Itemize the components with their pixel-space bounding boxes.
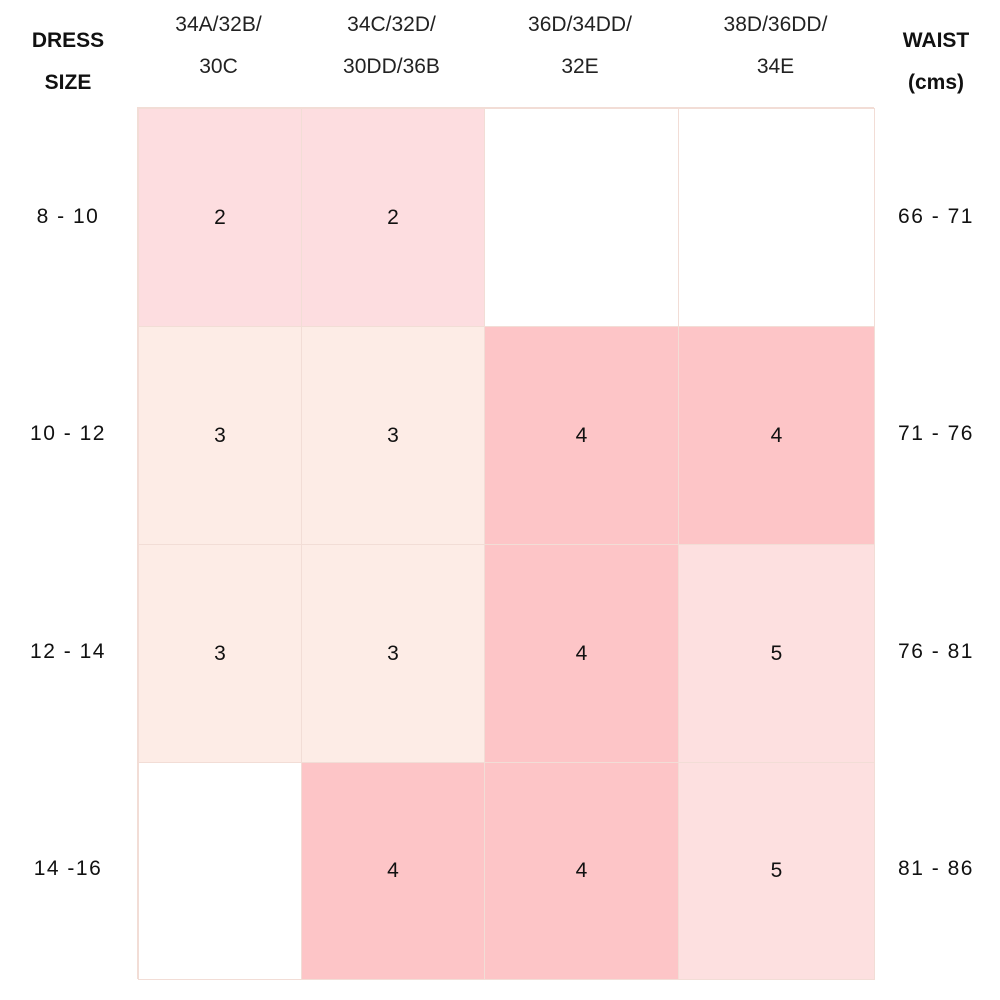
- size-cell: 2: [301, 108, 485, 327]
- size-cell: 3: [138, 326, 302, 545]
- size-cell: 4: [484, 326, 679, 545]
- column-header-2: 34C/32D/ 30DD/36B: [343, 13, 440, 78]
- size-cell: 4: [301, 762, 485, 980]
- column-header-4: 38D/36DD/ 34E: [723, 13, 828, 78]
- size-cell: 4: [678, 326, 875, 545]
- size-grid: 2 2 3 3 4 4 3 3 4 5 4 4 5: [137, 107, 875, 980]
- size-cell: 3: [301, 326, 485, 545]
- size-cell: [678, 108, 875, 327]
- size-cell: 5: [678, 544, 875, 763]
- size-cell: 4: [484, 762, 679, 980]
- dress-size-label: 14 -16: [33, 857, 103, 880]
- column-header-1: 34A/32B/ 30C: [175, 13, 262, 78]
- waist-label: 71 - 76: [898, 422, 974, 445]
- size-cell: [138, 762, 302, 980]
- size-cell: [484, 108, 679, 327]
- dress-size-header: DRESS SIZE: [31, 29, 105, 94]
- size-cell: 2: [138, 108, 302, 327]
- size-cell: 4: [484, 544, 679, 763]
- waist-label: 66 - 71: [898, 205, 974, 228]
- waist-header: WAIST (cms): [902, 29, 970, 94]
- dress-size-label: 8 - 10: [36, 205, 100, 228]
- size-cell: 5: [678, 762, 875, 980]
- dress-size-label: 10 - 12: [30, 422, 106, 445]
- column-header-3: 36D/34DD/ 32E: [528, 13, 632, 78]
- dress-size-label: 12 - 14: [30, 640, 106, 663]
- waist-label: 81 - 86: [898, 857, 974, 880]
- size-cell: 3: [301, 544, 485, 763]
- size-cell: 3: [138, 544, 302, 763]
- waist-label: 76 - 81: [898, 640, 974, 663]
